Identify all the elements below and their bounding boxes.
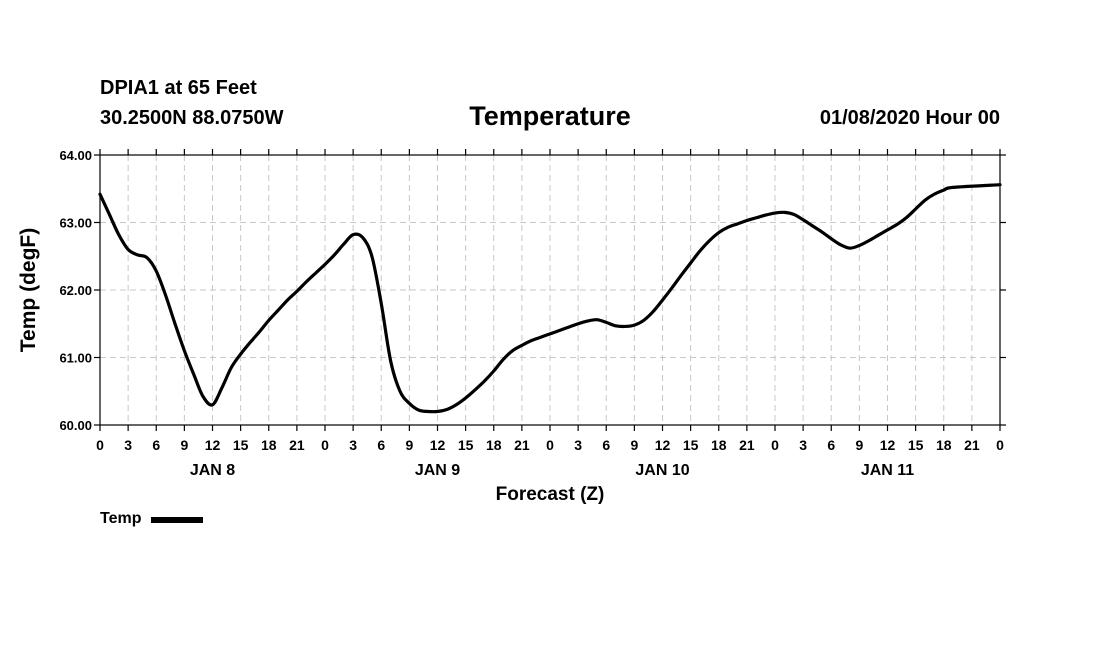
x-tick-label: 6	[377, 437, 385, 453]
legend-swatch	[151, 517, 204, 523]
x-tick-label: 3	[799, 437, 807, 453]
x-tick-label: 12	[205, 437, 221, 453]
x-tick-label: 15	[908, 437, 924, 453]
forecast-datetime: 01/08/2020 Hour 00	[819, 107, 1000, 129]
x-tick-label: 9	[405, 437, 413, 453]
x-tick-label: 0	[996, 437, 1004, 453]
x-axis-title: Forecast (Z)	[496, 484, 605, 505]
x-tick-label: 9	[180, 437, 188, 453]
legend: Temp	[100, 510, 204, 528]
chart-ticks	[94, 149, 1006, 431]
x-tick-label: 15	[233, 437, 249, 453]
day-label: JAN 11	[861, 462, 914, 479]
plot-frame	[99, 154, 1001, 426]
station-coordinates: 30.2500N 88.0750W	[100, 107, 284, 129]
y-tick-label: 62.00	[59, 283, 92, 298]
y-tick-label: 61.00	[59, 351, 92, 366]
y-tick-label: 63.00	[59, 216, 92, 231]
legend-label: Temp	[100, 510, 142, 527]
x-tick-label: 18	[711, 437, 727, 453]
x-tick-label: 18	[936, 437, 952, 453]
x-tick-label: 21	[514, 437, 530, 453]
day-label: JAN 9	[415, 462, 460, 479]
x-tick-label: 3	[124, 437, 132, 453]
x-tick-label: 0	[546, 437, 554, 453]
x-tick-label: 12	[655, 437, 671, 453]
day-label: JAN 8	[190, 462, 235, 479]
x-tick-label: 0	[96, 437, 104, 453]
x-tick-label: 21	[739, 437, 755, 453]
station-name: DPIA1 at 65 Feet	[100, 77, 257, 99]
x-tick-label: 12	[430, 437, 446, 453]
x-tick-label: 15	[683, 437, 699, 453]
x-tick-label: 6	[152, 437, 160, 453]
x-tick-label: 18	[261, 437, 277, 453]
x-tick-label: 12	[880, 437, 896, 453]
y-tick-label: 64.00	[59, 148, 92, 163]
series-line-temp	[98, 183, 1002, 414]
chart-grid	[100, 155, 1000, 425]
x-tick-label: 15	[458, 437, 474, 453]
x-tick-label: 3	[349, 437, 357, 453]
x-tick-label: 18	[486, 437, 502, 453]
x-tick-label: 21	[964, 437, 980, 453]
chart-labels: 60.00 61.00 62.00 63.00 64.00 0 3 6 9 12 15 18 21 0 3 6…	[17, 148, 1004, 505]
x-tick-label: 3	[574, 437, 582, 453]
x-tick-label: 0	[321, 437, 329, 453]
x-tick-label: 0	[771, 437, 779, 453]
x-tick-label: 21	[289, 437, 305, 453]
x-tick-label: 9	[855, 437, 863, 453]
x-tick-label: 6	[827, 437, 835, 453]
y-axis-title: Temp (degF)	[17, 228, 40, 352]
day-label: JAN 10	[635, 462, 689, 479]
x-tick-label: 9	[630, 437, 638, 453]
chart-title: Temperature	[469, 101, 631, 131]
y-tick-label: 60.00	[59, 418, 92, 433]
chart-series	[98, 183, 1002, 414]
x-tick-label: 6	[602, 437, 610, 453]
